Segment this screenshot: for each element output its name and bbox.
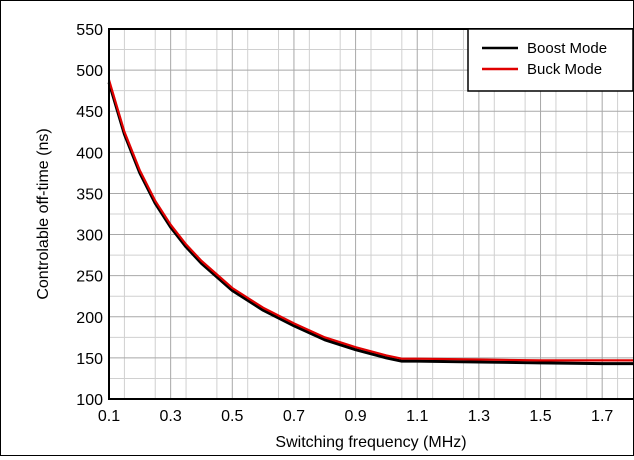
legend-label-buck-mode: Buck Mode xyxy=(527,61,602,78)
x-axis-label: Switching frequency (MHz) xyxy=(275,434,466,451)
y-tick-label: 200 xyxy=(76,310,103,327)
x-tick-label: 0.9 xyxy=(344,408,366,425)
y-tick-label: 500 xyxy=(76,63,103,80)
y-tick-label: 350 xyxy=(76,186,103,203)
legend-label-boost-mode: Boost Mode xyxy=(527,40,607,57)
x-tick-label: 0.1 xyxy=(98,408,120,425)
y-tick-label: 100 xyxy=(76,392,103,409)
legend-box xyxy=(467,28,634,92)
plot-border xyxy=(108,28,634,400)
y-axis-label: Controlable off-time (ns) xyxy=(35,128,52,299)
y-tick-label: 400 xyxy=(76,145,103,162)
x-tick-label: 1.7 xyxy=(591,408,613,425)
y-tick-label: 250 xyxy=(76,269,103,286)
x-tick-label: 0.7 xyxy=(283,408,305,425)
y-tick-label: 150 xyxy=(76,351,103,368)
x-tick-label: 1.5 xyxy=(529,408,551,425)
x-tick-label: 1.1 xyxy=(406,408,428,425)
minor-gridlines xyxy=(109,29,633,399)
y-tick-label: 300 xyxy=(76,228,103,245)
series-line-buck-mode xyxy=(107,79,633,362)
x-tick-label: 0.3 xyxy=(160,408,182,425)
y-tick-label: 550 xyxy=(76,22,103,39)
series-line-boost-mode xyxy=(107,82,633,366)
y-tick-label: 450 xyxy=(76,104,103,121)
x-tick-label: 1.3 xyxy=(468,408,490,425)
series-layer xyxy=(107,79,633,366)
tick-labels: 0.1 0.3 0.5 0.7 0.9 1.1 1.3 1.5 1.7 100 150 200 250 3… xyxy=(76,22,613,425)
legend: Boost Mode Buck Mode xyxy=(467,28,634,92)
x-tick-label: 0.5 xyxy=(221,408,243,425)
